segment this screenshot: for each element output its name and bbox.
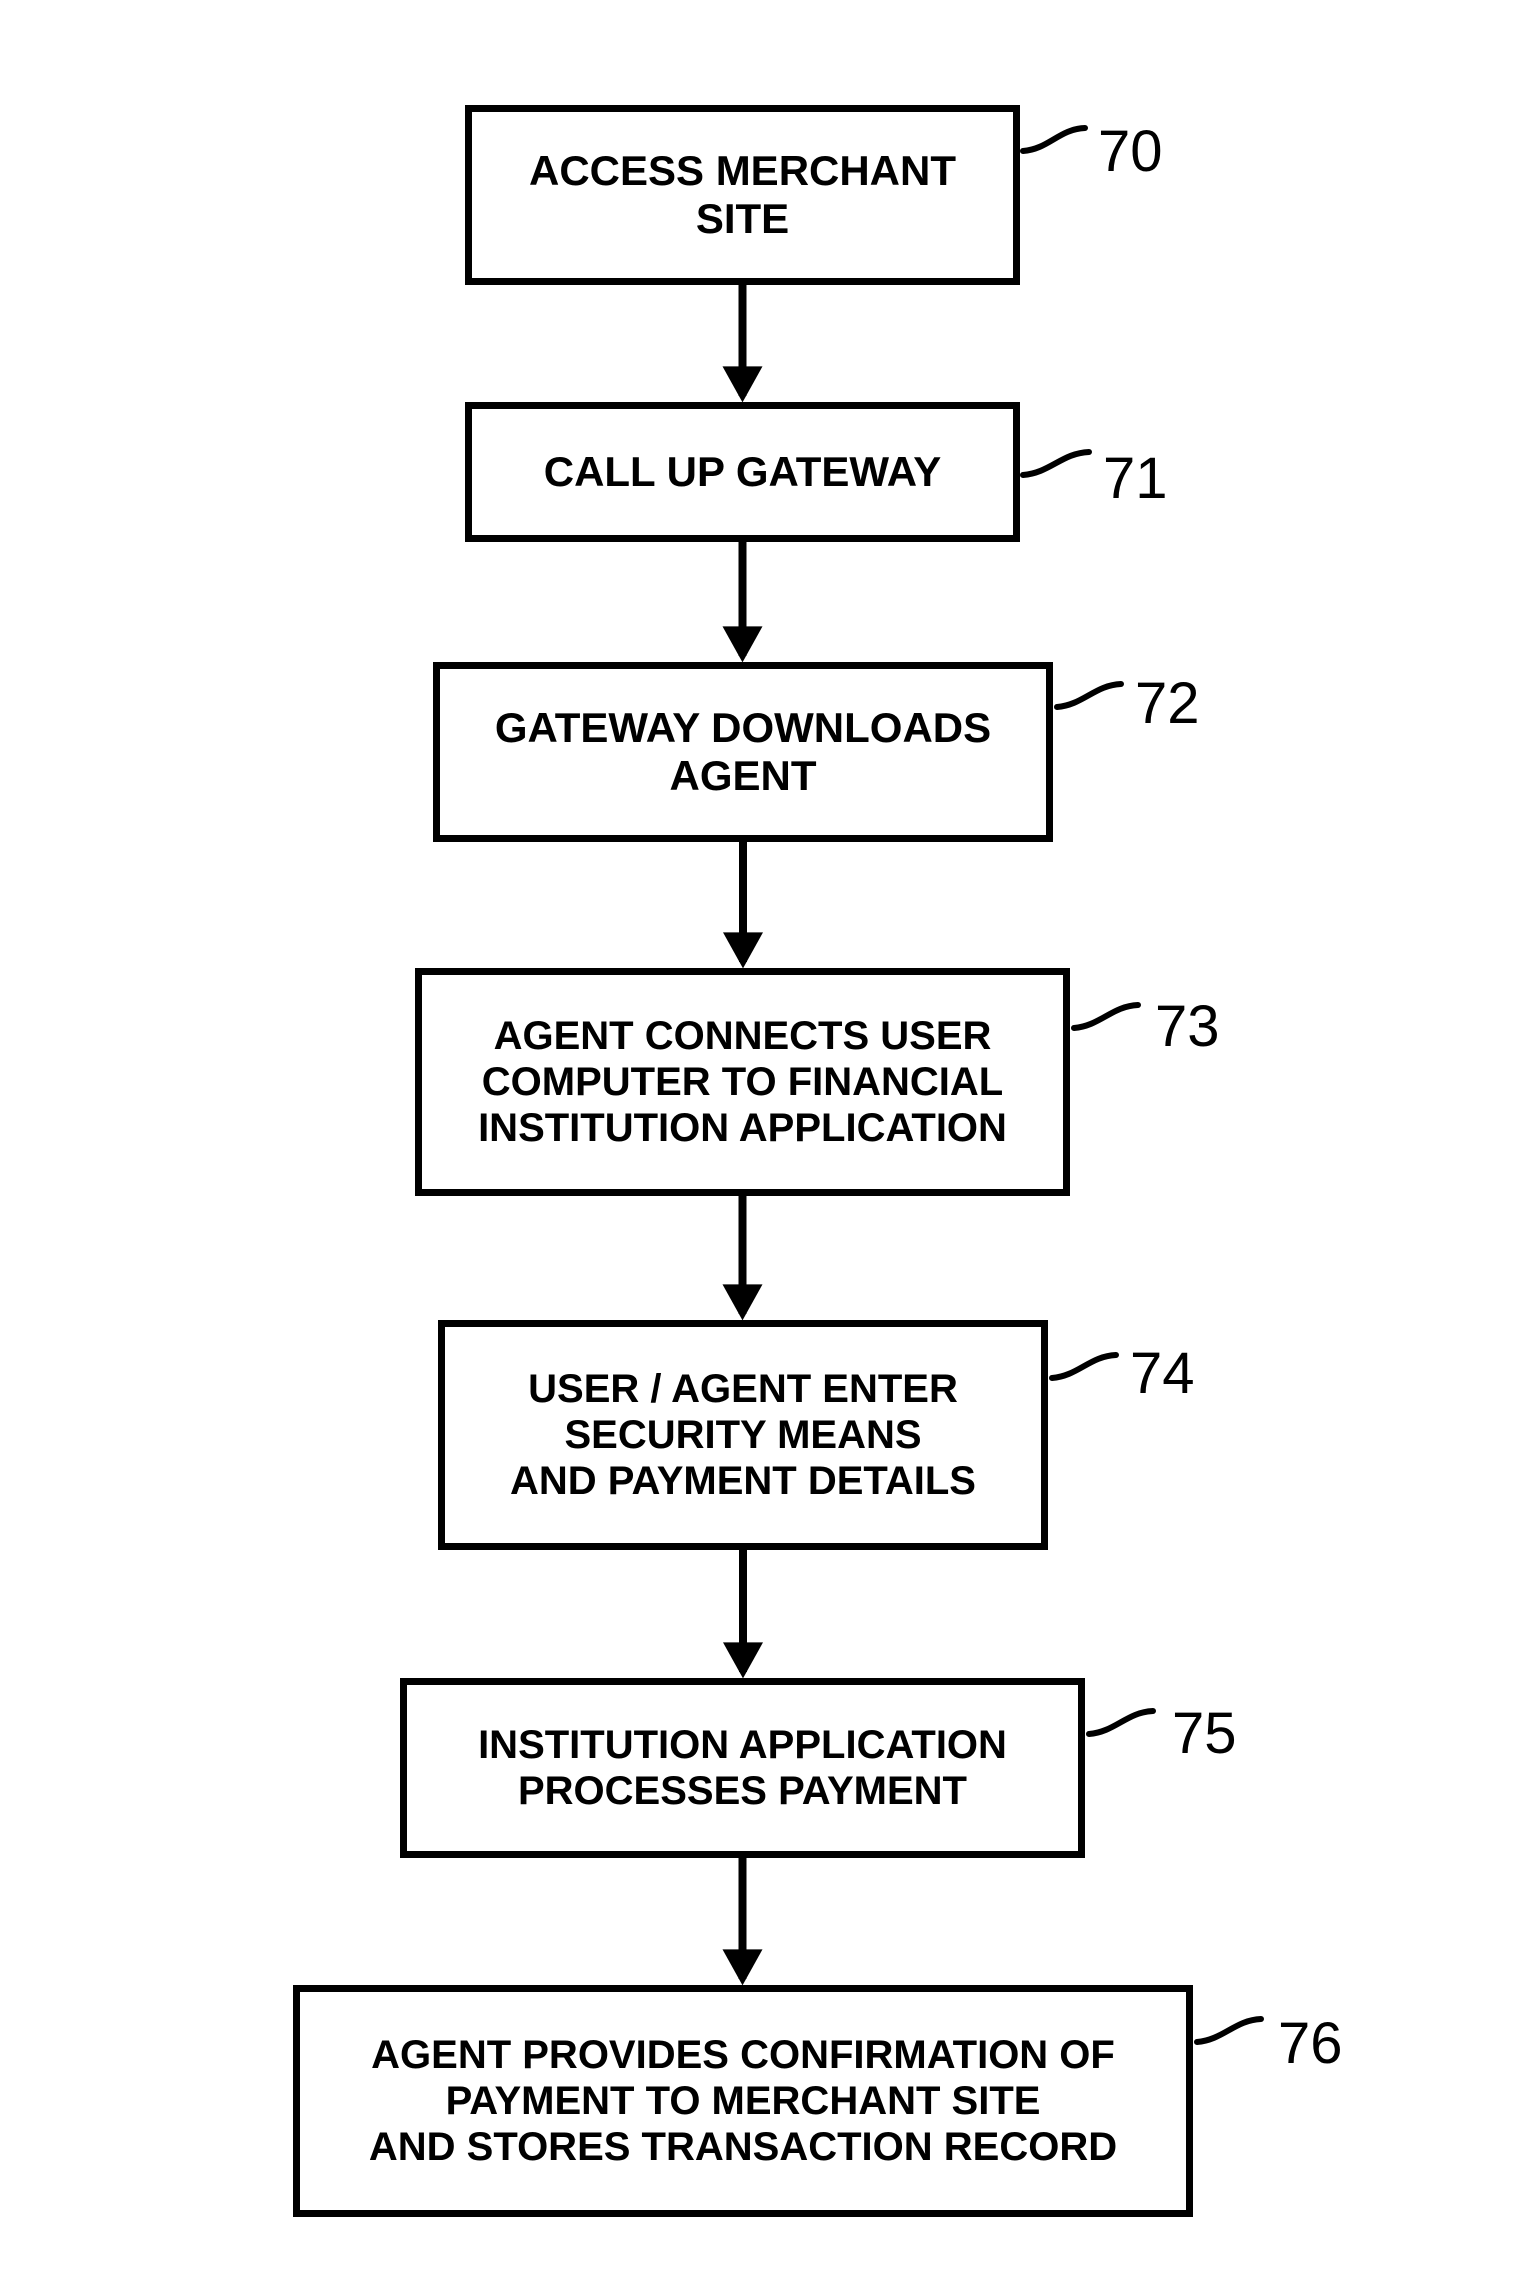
ref-label-70: 70	[1098, 118, 1163, 185]
callout-76	[1197, 2019, 1261, 2042]
callout-73	[1074, 1005, 1138, 1028]
flow-node-71: CALL UP GATEWAY	[465, 402, 1020, 542]
flow-node-73: AGENT CONNECTS USER COMPUTER TO FINANCIA…	[415, 968, 1070, 1196]
ref-label-74: 74	[1130, 1340, 1195, 1407]
callout-72	[1057, 684, 1121, 707]
callout-70	[1023, 128, 1085, 151]
ref-label-76: 76	[1278, 2010, 1343, 2077]
flow-node-74: USER / AGENT ENTER SECURITY MEANS AND PA…	[438, 1320, 1048, 1550]
flow-node-label: CALL UP GATEWAY	[544, 448, 942, 496]
ref-label-72: 72	[1135, 670, 1200, 737]
flow-node-label: AGENT PROVIDES CONFIRMATION OF PAYMENT T…	[369, 2032, 1117, 2170]
flow-node-72: GATEWAY DOWNLOADS AGENT	[433, 662, 1053, 842]
ref-label-71: 71	[1103, 445, 1168, 512]
flow-node-label: GATEWAY DOWNLOADS AGENT	[495, 704, 991, 801]
flow-node-label: ACCESS MERCHANT SITE	[529, 147, 956, 244]
flow-node-label: USER / AGENT ENTER SECURITY MEANS AND PA…	[510, 1366, 976, 1504]
ref-label-75: 75	[1172, 1700, 1237, 1767]
ref-label-73: 73	[1155, 993, 1220, 1060]
callout-74	[1052, 1355, 1116, 1378]
callout-71	[1023, 452, 1089, 475]
flow-node-76: AGENT PROVIDES CONFIRMATION OF PAYMENT T…	[293, 1985, 1193, 2217]
flow-node-75: INSTITUTION APPLICATION PROCESSES PAYMEN…	[400, 1678, 1085, 1858]
flowchart-stage: ACCESS MERCHANT SITE 70 CALL UP GATEWAY 71 G…	[0, 0, 1527, 2270]
flow-node-70: ACCESS MERCHANT SITE	[465, 105, 1020, 285]
flow-node-label: AGENT CONNECTS USER COMPUTER TO FINANCIA…	[478, 1013, 1007, 1151]
callout-75	[1089, 1711, 1153, 1734]
flow-node-label: INSTITUTION APPLICATION PROCESSES PAYMEN…	[478, 1722, 1007, 1814]
